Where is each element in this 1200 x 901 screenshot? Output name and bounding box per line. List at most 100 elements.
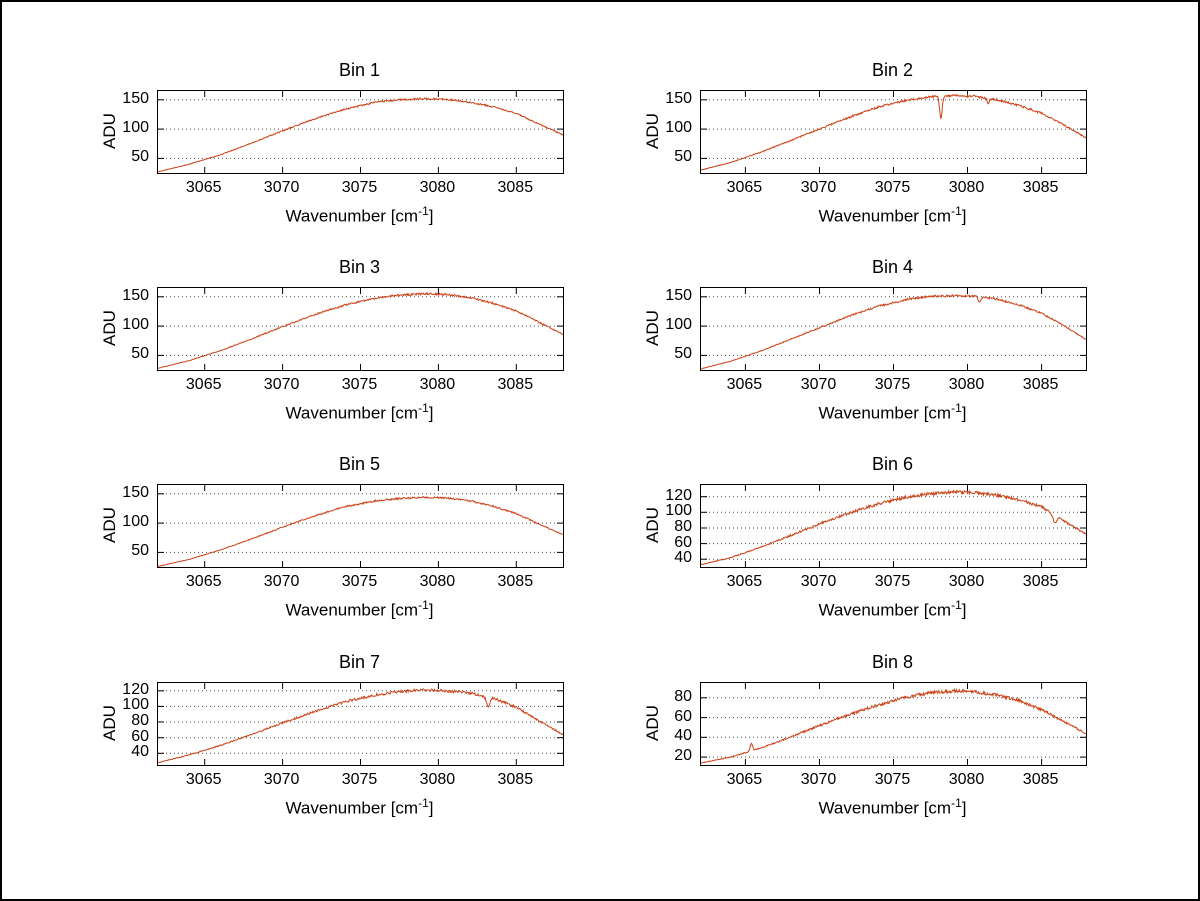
y-tick-label: 150 — [665, 89, 692, 107]
chart-title: Bin 8 — [871, 652, 914, 672]
x-tick-label: 3070 — [263, 376, 300, 393]
subplot-bin-1: Bin 1 ADU 50 100 150 3065 3070 3075 3080 3085 Wave… — [37, 56, 582, 228]
x-tick-label: 3070 — [800, 179, 837, 196]
x-axis-label: Wavenumber [cm-1] — [700, 796, 1085, 819]
y-tick-label: 60 — [674, 533, 692, 551]
chart-title: Bin 3 — [338, 257, 381, 277]
y-tick-label: 100 — [122, 316, 149, 334]
x-axis-label: Wavenumber [cm-1] — [700, 204, 1085, 227]
x-tick-label: 3085 — [497, 376, 534, 393]
chart-title: Bin 4 — [871, 257, 914, 277]
spectrum-line — [158, 96, 563, 173]
x-tick-label: 3085 — [1022, 771, 1059, 788]
y-tick-label: 80 — [131, 712, 149, 729]
x-tick-label: 3085 — [1022, 179, 1059, 196]
y-tick-label: 50 — [131, 542, 149, 560]
y-tick-label: 120 — [665, 486, 692, 504]
y-tick-label: 100 — [122, 513, 149, 531]
x-axis-label-close: ] — [961, 798, 967, 818]
spectrum-line — [701, 293, 1086, 370]
x-tick-label: 3080 — [948, 573, 985, 590]
x-tick-label: 3065 — [726, 771, 763, 788]
chart-title: Bin 1 — [338, 60, 381, 80]
x-tick-label: 3075 — [874, 179, 911, 196]
x-axis-label-sup: -1 — [418, 796, 429, 810]
x-tick-label: 3070 — [800, 771, 837, 788]
y-tick-label: 100 — [665, 119, 692, 137]
x-axis-label-close: ] — [428, 206, 434, 226]
x-tick-label: 3080 — [419, 376, 456, 393]
x-tick-label: 3080 — [948, 179, 985, 196]
x-axis-label-sup: -1 — [951, 598, 962, 612]
plot-box — [157, 484, 564, 568]
y-tick-label: 50 — [131, 148, 149, 166]
x-axis-label-sup: -1 — [951, 796, 962, 810]
y-tick-label: 100 — [122, 696, 149, 714]
x-tick-label: 3075 — [874, 376, 911, 393]
plot-box — [157, 682, 564, 766]
spectrum-line — [158, 688, 563, 764]
y-tick-label: 40 — [674, 727, 692, 745]
subplot-bin-3: Bin 3 ADU 50 100 150 3065 3070 3075 3080 3085 Wave… — [37, 253, 582, 425]
subplot-bin-4: Bin 4 ADU 50 100 150 3065 3070 3075 3080 3085 Wave… — [580, 253, 1105, 425]
x-axis-label: Wavenumber [cm-1] — [157, 598, 562, 621]
x-axis-label-sup: -1 — [418, 204, 429, 218]
x-tick-label: 3070 — [263, 573, 300, 590]
subplot-bin-7: Bin 7 ADU 40 60 80 100 120 3065 3070 3075 3080 3085… — [37, 648, 582, 820]
x-tick-label: 3070 — [263, 771, 300, 788]
x-tick-label: 3080 — [948, 376, 985, 393]
chart-title: Bin 6 — [871, 454, 914, 474]
x-tick-label: 3085 — [497, 771, 534, 788]
x-tick-label: 3065 — [185, 179, 222, 196]
y-tick-label: 50 — [674, 345, 692, 363]
y-tick-label: 100 — [122, 119, 149, 137]
x-tick-label: 3065 — [185, 771, 222, 788]
subplot-bin-5: Bin 5 ADU 50 100 150 3065 3070 3075 3080 3085 Wave… — [37, 450, 582, 622]
x-axis-label-sup: -1 — [951, 401, 962, 415]
x-tick-label: 3070 — [800, 376, 837, 393]
plot-box — [700, 682, 1087, 766]
x-tick-label: 3065 — [726, 573, 763, 590]
x-axis-label-close: ] — [961, 600, 967, 620]
x-tick-label: 3085 — [1022, 376, 1059, 393]
spectrum-line — [701, 488, 1086, 566]
x-axis-label: Wavenumber [cm-1] — [700, 598, 1085, 621]
y-tick-label: 150 — [122, 286, 149, 304]
subplot-bin-2: Bin 2 ADU 50 100 150 3065 3070 3075 3080 3085 Wave… — [580, 56, 1105, 228]
plot-box — [700, 287, 1087, 371]
x-tick-label: 3065 — [726, 179, 763, 196]
x-axis-label: Wavenumber [cm-1] — [700, 401, 1085, 424]
x-tick-label: 3070 — [800, 573, 837, 590]
plot-area — [701, 485, 1086, 567]
y-tick-label: 60 — [131, 727, 149, 745]
plot-box — [700, 90, 1087, 174]
x-axis-label-close: ] — [961, 403, 967, 423]
x-tick-label: 3080 — [419, 179, 456, 196]
x-axis-label-close: ] — [428, 798, 434, 818]
y-tick-label: 100 — [665, 316, 692, 334]
y-tick-label: 150 — [122, 483, 149, 501]
plot-box — [157, 90, 564, 174]
x-axis-label-text: Wavenumber [cm — [285, 600, 419, 620]
spectrum-line — [158, 495, 563, 567]
x-tick-label: 3080 — [948, 771, 985, 788]
x-tick-label: 3075 — [874, 771, 911, 788]
x-axis-label-sup: -1 — [418, 401, 429, 415]
x-tick-label: 3075 — [341, 179, 378, 196]
plot-area — [701, 683, 1086, 765]
x-tick-label: 3070 — [263, 179, 300, 196]
y-tick-label: 150 — [122, 89, 149, 107]
plot-box — [700, 484, 1087, 568]
x-tick-label: 3075 — [341, 771, 378, 788]
y-tick-label: 60 — [674, 707, 692, 725]
subplot-bin-8: Bin 8 ADU 20 40 60 80 3065 3070 3075 3080 3085 Wave… — [580, 648, 1105, 820]
spectrum-line — [158, 291, 563, 369]
x-tick-label: 3085 — [1022, 573, 1059, 590]
plot-area — [158, 288, 563, 370]
x-axis-label-text: Wavenumber [cm — [285, 403, 419, 423]
y-tick-label: 40 — [131, 743, 149, 761]
x-axis-label-close: ] — [961, 206, 967, 226]
x-axis-label: Wavenumber [cm-1] — [157, 204, 562, 227]
x-tick-label: 3075 — [874, 573, 911, 590]
x-tick-label: 3085 — [497, 179, 534, 196]
